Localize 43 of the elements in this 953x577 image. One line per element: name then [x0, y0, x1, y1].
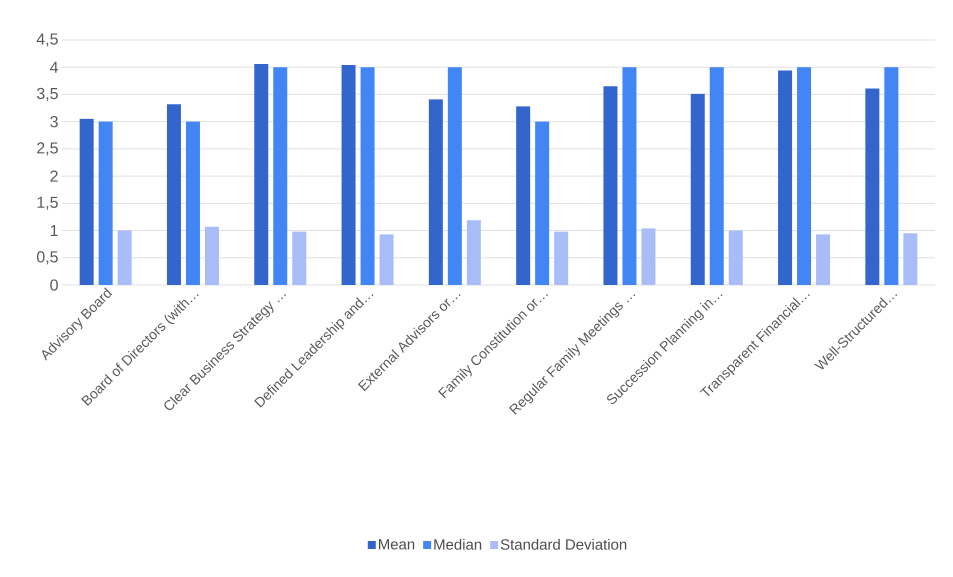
bar	[710, 67, 724, 285]
bar	[603, 86, 618, 285]
bar	[254, 64, 268, 285]
bar	[622, 67, 636, 285]
y-tick-label: 3,5	[36, 88, 58, 102]
bar	[865, 88, 880, 285]
y-tick-label: 2,5	[37, 142, 58, 156]
y-tick-label: 3	[50, 116, 58, 128]
y-tick-label: 0	[50, 279, 58, 291]
bar	[204, 226, 219, 285]
bar	[728, 230, 743, 285]
bar	[360, 67, 375, 285]
bar	[903, 233, 918, 285]
y-tick-label: 0,5	[36, 251, 58, 264]
bar	[535, 122, 550, 285]
bar	[380, 234, 394, 285]
bar	[816, 234, 830, 285]
bar	[641, 228, 656, 285]
bar	[342, 65, 356, 285]
legend-label: Standard Deviation	[500, 538, 626, 550]
bar	[118, 230, 132, 285]
bar	[292, 232, 306, 285]
bar	[778, 70, 792, 285]
bar	[273, 67, 288, 285]
bar	[797, 67, 812, 285]
y-tick-label: 1	[50, 225, 58, 236]
bar	[428, 99, 443, 285]
legend-label: Median	[434, 538, 482, 550]
bar	[554, 232, 568, 285]
bar	[884, 67, 898, 285]
bar	[98, 122, 113, 285]
bar	[516, 106, 530, 285]
y-tick-label: 2	[50, 170, 58, 182]
bar	[466, 220, 481, 285]
bar	[690, 94, 705, 285]
bar	[448, 67, 462, 285]
bar	[80, 118, 94, 285]
legend-label: Mean	[378, 539, 414, 550]
y-tick-label: 4	[50, 62, 58, 73]
y-tick-label: 4,5	[36, 33, 58, 46]
bar	[166, 104, 181, 285]
bar	[186, 122, 200, 285]
y-tick-label: 1,5	[38, 196, 58, 210]
